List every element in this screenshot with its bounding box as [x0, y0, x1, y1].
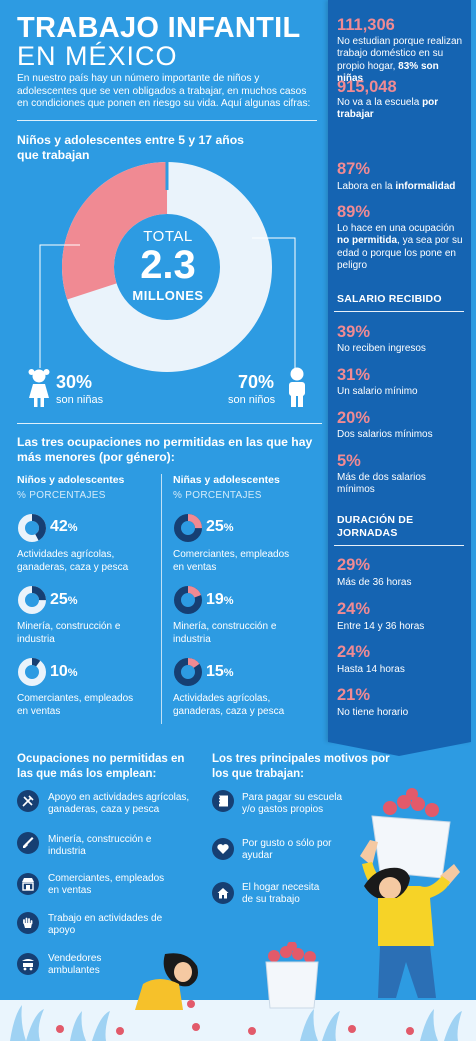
stats-panel: [328, 0, 471, 742]
salary-label-3: Dos salarios mínimos: [337, 429, 433, 440]
stat-text-2: No va a la escuela por trabajar: [337, 97, 439, 121]
page-subtitle: EN MÉXICO: [17, 41, 178, 71]
girls-ring-2: [174, 586, 202, 614]
reason-label-2: Por gusto o sólo por ayudar: [242, 838, 332, 862]
girl-picking-illustration: [135, 953, 198, 1010]
occupation-label-4: Trabajo en actividades de apoyo: [48, 913, 163, 937]
salary-value-1: 39%: [337, 323, 371, 341]
boys-column-unit: % PORCENTAJES: [17, 490, 106, 501]
boy-carrying-bucket-illustration: [360, 788, 460, 998]
hours-value-4: 21%: [337, 686, 371, 704]
hand-icon: [17, 912, 39, 934]
girls-column-unit: % PORCENTAJES: [173, 490, 262, 501]
salary-divider: [334, 311, 464, 312]
girls-percent-3: 15%: [206, 663, 234, 680]
occupation-label-2: Minería, construcción e industria: [48, 834, 152, 858]
occupations-heading: Ocupaciones no permitidas en las que más…: [17, 753, 185, 780]
notebook-icon: [212, 790, 234, 812]
stat-text-3: Labora en la informalidad: [337, 181, 456, 192]
workers-donut: [62, 162, 272, 372]
boys-percent-1: 42%: [50, 518, 78, 535]
by-gender-heading: Las tres ocupaciones no permitidas en la…: [17, 435, 313, 464]
hours-value-3: 24%: [337, 643, 371, 661]
stat-value-4: 89%: [337, 203, 371, 221]
girls-ring-1: [174, 514, 202, 542]
salary-value-3: 20%: [337, 409, 371, 427]
occupation-label-3: Comerciantes, empleados en ventas: [48, 873, 165, 897]
stat-value-2: 915,048: [337, 78, 397, 96]
total-label: TOTAL: [143, 228, 193, 245]
reason-label-1: Para pagar su escuela y/o gastos propios: [242, 792, 343, 816]
heart-icon: [212, 838, 234, 860]
plants-illustration: [10, 1005, 462, 1041]
boys-label: son niños: [228, 394, 276, 406]
leader-lines: [39, 237, 296, 368]
divider: [17, 120, 317, 121]
column-divider: [161, 474, 162, 724]
stats-panel-tip: [328, 742, 471, 756]
shovel-icon: [17, 832, 39, 854]
bucket-illustration: [265, 942, 319, 1009]
boys-ring-1: [18, 514, 46, 542]
store-icon: [17, 873, 39, 895]
girls-label-2: Minería, construcción e industria: [173, 621, 277, 645]
girls-percent-1: 25%: [206, 518, 234, 535]
boys-label-2: Minería, construcción e industria: [17, 621, 121, 645]
boys-column-title: Niños y adolescentes: [17, 474, 125, 486]
page-title: TRABAJO INFANTIL: [17, 12, 301, 44]
stat-value-1: 111,306: [337, 16, 395, 34]
boys-percent-3: 10%: [50, 663, 78, 680]
total-unit: MILLONES: [132, 288, 204, 303]
hours-heading: DURACIÓN DE JORNADAS: [337, 514, 414, 539]
stat-value-3: 87%: [337, 160, 371, 178]
vendor-cart-icon: [17, 953, 39, 975]
occupation-label-5: Vendedores ambulantes: [48, 953, 102, 977]
salary-value-2: 31%: [337, 366, 371, 384]
stat-text-4: Lo hace en una ocupación no permitida, y…: [337, 223, 463, 271]
girl-icon: [28, 369, 50, 407]
boys-ring-2: [18, 586, 46, 614]
boys-label-3: Comerciantes, empleados en ventas: [17, 693, 134, 717]
farming-tools-icon: [17, 790, 39, 812]
divider: [17, 423, 322, 424]
hours-divider: [334, 545, 464, 546]
total-value: 2.3: [140, 243, 196, 287]
salary-label-1: No reciben ingresos: [337, 343, 426, 354]
hours-label-4: No tiene horario: [337, 707, 409, 718]
girls-column-title: Niñas y adolescentes: [173, 474, 280, 486]
girls-ring-3: [174, 658, 202, 686]
girls-percent: 30%: [56, 372, 93, 392]
girls-label-3: Actividades agrícolas, ganaderas, caza y…: [173, 693, 285, 717]
girls-percent-2: 19%: [206, 591, 234, 608]
salary-heading: SALARIO RECIBIDO: [337, 293, 442, 305]
boys-percent-2: 25%: [50, 591, 78, 608]
girls-label-1: Comerciantes, empleados en ventas: [173, 549, 290, 573]
hours-label-2: Entre 14 y 36 horas: [337, 621, 425, 632]
workers-heading: Niños y adolescentes entre 5 y 17 años q…: [17, 133, 244, 162]
reasons-heading: Los tres principales motivos por los que…: [212, 753, 390, 780]
hours-label-1: Más de 36 horas: [337, 577, 412, 588]
boys-ring-3: [18, 658, 46, 686]
boys-percent: 70%: [238, 372, 275, 392]
stat-text-1: No estudian porque realizan trabajo domé…: [337, 36, 463, 84]
reason-label-3: El hogar necesita de su trabajo: [242, 882, 320, 906]
salary-label-2: Un salario mínimo: [337, 386, 418, 397]
boys-label-1: Actividades agrícolas, ganaderas, caza y…: [17, 549, 129, 573]
girls-label: son niñas: [56, 394, 104, 406]
hours-label-3: Hasta 14 horas: [337, 664, 405, 675]
boy-icon: [289, 367, 305, 407]
salary-value-4: 5%: [337, 452, 361, 470]
intro-text: En nuestro país hay un número importante…: [17, 73, 311, 109]
house-icon: [212, 882, 234, 904]
occupation-label-1: Apoyo en actividades agrícolas, ganadera…: [48, 792, 190, 816]
hours-value-1: 29%: [337, 556, 371, 574]
salary-label-4: Más de dos salarios mínimos: [337, 472, 426, 496]
hours-value-2: 24%: [337, 600, 371, 618]
